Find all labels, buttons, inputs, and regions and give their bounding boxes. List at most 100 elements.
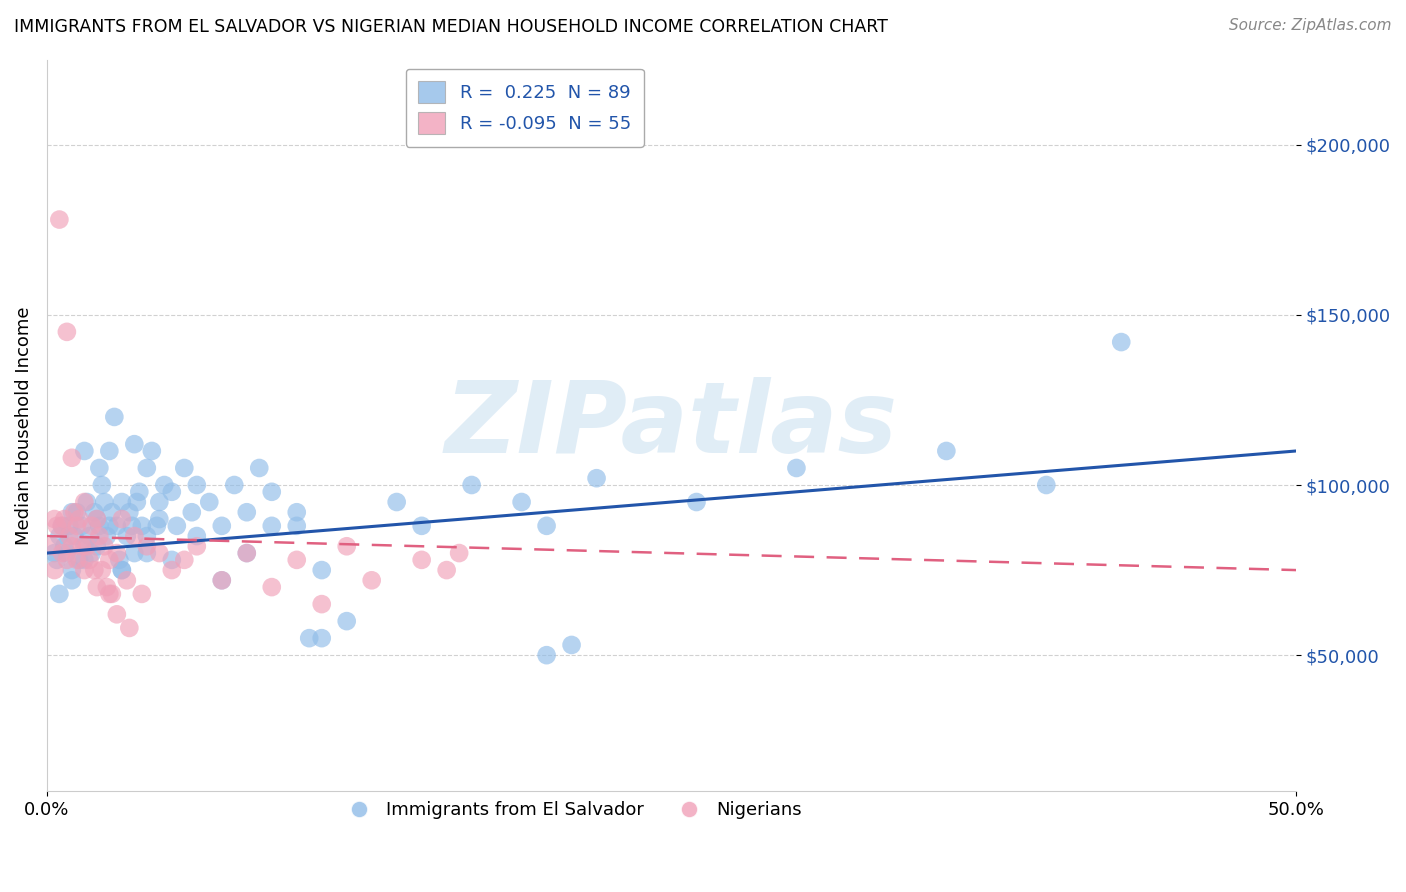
Point <box>385 495 408 509</box>
Point <box>66 519 89 533</box>
Point <box>105 607 128 622</box>
Point <box>67 553 90 567</box>
Point <box>115 529 138 543</box>
Text: Source: ZipAtlas.com: Source: ZipAtlas.com <box>1229 18 1392 33</box>
Point <box>83 563 105 577</box>
Point <box>90 563 112 577</box>
Point <box>160 484 183 499</box>
Point <box>60 539 83 553</box>
Point <box>131 587 153 601</box>
Point <box>186 539 208 553</box>
Point <box>124 437 146 451</box>
Point <box>247 461 270 475</box>
Point <box>236 505 259 519</box>
Point <box>585 471 607 485</box>
Point <box>89 529 111 543</box>
Point <box>96 580 118 594</box>
Point <box>51 519 73 533</box>
Point <box>93 495 115 509</box>
Point <box>48 587 70 601</box>
Point <box>146 519 169 533</box>
Point <box>44 563 66 577</box>
Point <box>89 461 111 475</box>
Point <box>449 546 471 560</box>
Point <box>51 519 73 533</box>
Point <box>60 574 83 588</box>
Point <box>135 539 157 553</box>
Point <box>41 539 63 553</box>
Point <box>108 553 131 567</box>
Point <box>93 539 115 553</box>
Point <box>80 519 103 533</box>
Point <box>111 512 134 526</box>
Point <box>111 563 134 577</box>
Point <box>103 409 125 424</box>
Point <box>411 519 433 533</box>
Point <box>260 484 283 499</box>
Point <box>73 553 96 567</box>
Point <box>336 614 359 628</box>
Point <box>128 484 150 499</box>
Point <box>60 450 83 465</box>
Point <box>311 563 333 577</box>
Point <box>135 546 157 560</box>
Point <box>135 529 157 543</box>
Point <box>160 553 183 567</box>
Point <box>685 495 707 509</box>
Y-axis label: Median Household Income: Median Household Income <box>15 306 32 545</box>
Point <box>135 461 157 475</box>
Point <box>118 505 141 519</box>
Point <box>96 529 118 543</box>
Point <box>56 546 79 560</box>
Point <box>66 553 89 567</box>
Point <box>160 563 183 577</box>
Point <box>80 546 103 560</box>
Point <box>60 563 83 577</box>
Point <box>105 546 128 560</box>
Point <box>90 478 112 492</box>
Point <box>124 546 146 560</box>
Legend: Immigrants from El Salvador, Nigerians: Immigrants from El Salvador, Nigerians <box>335 794 810 826</box>
Point <box>89 519 111 533</box>
Point <box>173 461 195 475</box>
Point <box>311 597 333 611</box>
Point <box>211 574 233 588</box>
Point <box>536 648 558 662</box>
Point <box>70 519 93 533</box>
Point <box>73 444 96 458</box>
Point <box>166 519 188 533</box>
Point <box>510 495 533 509</box>
Point <box>66 505 89 519</box>
Point <box>76 539 98 553</box>
Point <box>285 505 308 519</box>
Point <box>1035 478 1057 492</box>
Point <box>86 539 108 553</box>
Point <box>48 529 70 543</box>
Point <box>98 587 121 601</box>
Point <box>148 512 170 526</box>
Text: IMMIGRANTS FROM EL SALVADOR VS NIGERIAN MEDIAN HOUSEHOLD INCOME CORRELATION CHAR: IMMIGRANTS FROM EL SALVADOR VS NIGERIAN … <box>14 18 889 36</box>
Point <box>211 574 233 588</box>
Point <box>48 212 70 227</box>
Point <box>561 638 583 652</box>
Text: ZIPatlas: ZIPatlas <box>444 377 898 474</box>
Point <box>58 519 80 533</box>
Point <box>131 519 153 533</box>
Point <box>173 553 195 567</box>
Point <box>56 553 79 567</box>
Point <box>105 519 128 533</box>
Point <box>86 512 108 526</box>
Point <box>285 519 308 533</box>
Point <box>63 529 86 543</box>
Point <box>198 495 221 509</box>
Point <box>148 546 170 560</box>
Point <box>935 444 957 458</box>
Point <box>148 495 170 509</box>
Point <box>56 325 79 339</box>
Point <box>86 512 108 526</box>
Point <box>98 444 121 458</box>
Point <box>98 553 121 567</box>
Point <box>76 495 98 509</box>
Point <box>224 478 246 492</box>
Point <box>186 529 208 543</box>
